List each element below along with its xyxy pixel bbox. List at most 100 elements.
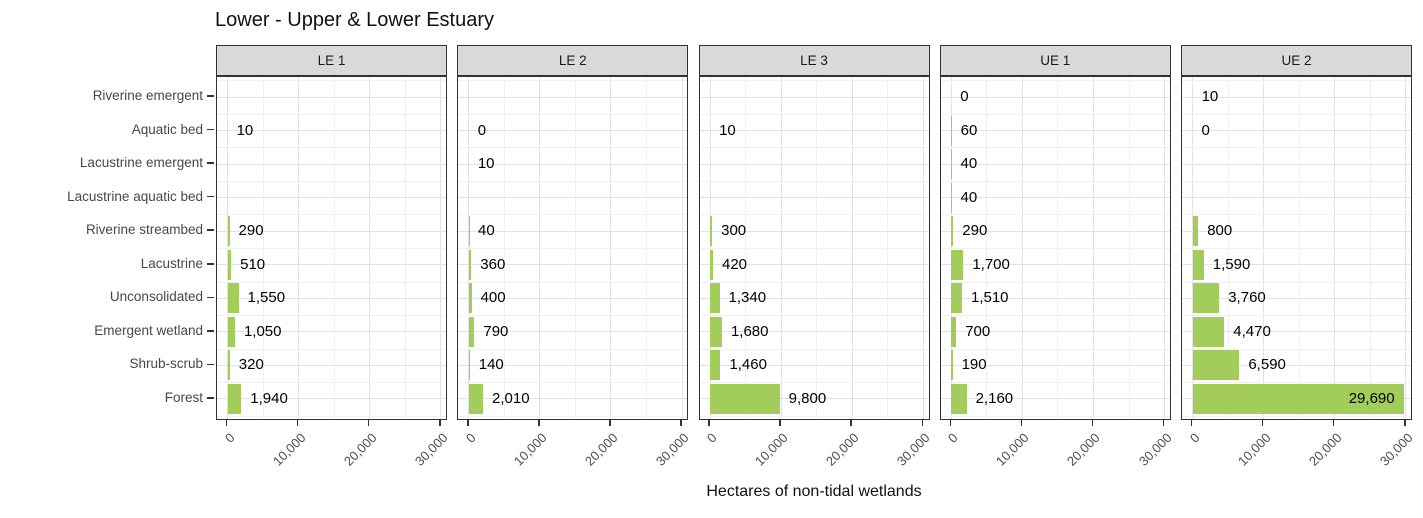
grid-line-horizontal-major [217, 197, 446, 199]
bar-value-label: 40 [960, 155, 978, 173]
x-axis-tick [1020, 420, 1023, 426]
x-axis-tick [708, 420, 710, 426]
y-category-label: Riverine emergent [92, 88, 203, 104]
plot-area: 10 290 510 1,550 1,050 320 1,940 [216, 76, 447, 420]
grid-line-horizontal-major [458, 331, 688, 333]
grid-line-horizontal-major [1182, 163, 1411, 165]
grid-line-horizontal-minor [217, 248, 446, 249]
grid-line-horizontal-major [940, 197, 1170, 199]
grid-line-horizontal-minor [217, 281, 446, 283]
grid-line-horizontal-major [940, 264, 1170, 266]
bar [710, 383, 780, 414]
bar [1192, 283, 1220, 314]
plot-area: 0 60 40 40 290 1,700 1,510 700 190 2,160 [939, 76, 1171, 420]
grid-line-horizontal-major [217, 130, 446, 132]
grid-line-horizontal-minor [217, 147, 446, 149]
grid-line-horizontal-minor [940, 281, 1170, 283]
x-axis-tick [921, 420, 924, 426]
bar-value-label: 800 [1207, 222, 1233, 240]
grid-line-horizontal-minor [699, 315, 929, 317]
grid-line-horizontal-minor [699, 248, 929, 249]
grid-line-horizontal-major [1182, 364, 1411, 366]
bar-value-label: 1,680 [730, 322, 769, 340]
bar [710, 350, 721, 381]
grid-line-horizontal-minor [217, 415, 446, 417]
grid-line-horizontal-minor [458, 80, 688, 82]
grid-line-horizontal-minor [699, 80, 929, 82]
bar-value-label: 790 [483, 322, 509, 340]
grid-line-horizontal-minor [1182, 80, 1411, 82]
x-axis-tick [850, 420, 852, 426]
facet-panel: LE 3 10 300 420 1,340 1,680 1,460 9,800 0 10,000 2… [698, 45, 933, 469]
y-axis-tick [207, 330, 214, 332]
grid-line-horizontal-minor [1182, 147, 1411, 149]
bar [1192, 216, 1199, 247]
grid-line-horizontal-minor [1182, 348, 1411, 350]
bar [1192, 249, 1204, 280]
bar-value-label: 6,590 [1248, 356, 1286, 374]
grid-line-horizontal-minor [458, 248, 688, 249]
grid-line-horizontal-minor [699, 382, 929, 384]
bar-value-label: 10 [236, 121, 254, 139]
bar-value-label: 4,470 [1233, 322, 1271, 340]
grid-line-horizontal-major [699, 130, 929, 132]
y-axis-tick [207, 263, 214, 265]
grid-line-horizontal-minor [699, 415, 929, 417]
grid-line-horizontal-minor [699, 113, 929, 115]
y-axis-tick [207, 162, 214, 164]
bar-value-label: 1,510 [970, 289, 1009, 307]
bar [227, 350, 230, 381]
grid-line-horizontal-major [940, 130, 1170, 132]
grid-line-horizontal-minor [940, 214, 1170, 216]
x-axis-tick [1261, 420, 1264, 426]
grid-line-horizontal-minor [458, 415, 688, 417]
grid-line-horizontal-major [217, 230, 446, 232]
grid-line-horizontal-minor [1182, 214, 1411, 216]
grid-line-horizontal-minor [458, 281, 688, 283]
bar [951, 216, 954, 247]
bar [227, 316, 235, 347]
plot-area: 10 0 800 1,590 3,760 4,470 6,590 29,690 [1181, 76, 1412, 420]
grid-line-horizontal-major [458, 264, 688, 266]
bar-value-label: 0 [1201, 121, 1210, 139]
grid-line-horizontal-minor [1182, 415, 1411, 417]
grid-line-horizontal-minor [940, 180, 1170, 182]
plot-area: 10 300 420 1,340 1,680 1,460 9,800 [698, 76, 930, 420]
grid-line-horizontal-major [940, 96, 1170, 98]
grid-line-horizontal-minor [940, 147, 1170, 149]
grid-line-horizontal-major [699, 264, 929, 266]
grid-line-horizontal-major [458, 130, 688, 132]
x-axis-tick [439, 420, 441, 426]
y-axis-tick [207, 128, 214, 131]
grid-line-horizontal-major [940, 230, 1170, 232]
bar [1192, 383, 1404, 414]
bar-value-label: 29,690 [1348, 389, 1395, 407]
bar [951, 350, 953, 381]
grid-line-horizontal-major [458, 96, 688, 98]
chart-title: Lower - Upper & Lower Estuary [215, 9, 495, 31]
bar [951, 283, 962, 314]
bar-value-label: 0 [477, 121, 487, 139]
y-category-label: Shrub-scrub [129, 356, 203, 372]
facet-header-label: UE 1 [1040, 53, 1071, 68]
y-axis-tick [207, 397, 214, 399]
bar-value-label: 1,590 [1212, 255, 1251, 273]
grid-line-horizontal-major [699, 398, 929, 400]
grid-line-horizontal-major [699, 163, 929, 165]
bar-value-label: 1,050 [243, 322, 282, 340]
y-category-label: Lacustrine emergent [79, 155, 203, 171]
bar [951, 316, 957, 347]
grid-line-horizontal-minor [699, 147, 929, 149]
bar-value-label: 510 [240, 255, 266, 273]
bar-value-label: 1,550 [247, 289, 286, 307]
grid-line-horizontal-minor [458, 147, 688, 149]
bar-value-label: 2,010 [492, 389, 530, 407]
x-axis-tick [1404, 420, 1406, 426]
bar-value-label: 190 [961, 356, 987, 374]
grid-line-horizontal-minor [1182, 281, 1411, 283]
grid-line-horizontal-minor [217, 315, 446, 317]
x-axis-tick [1332, 420, 1335, 426]
bar-value-label: 40 [960, 188, 978, 206]
bar [468, 283, 472, 314]
